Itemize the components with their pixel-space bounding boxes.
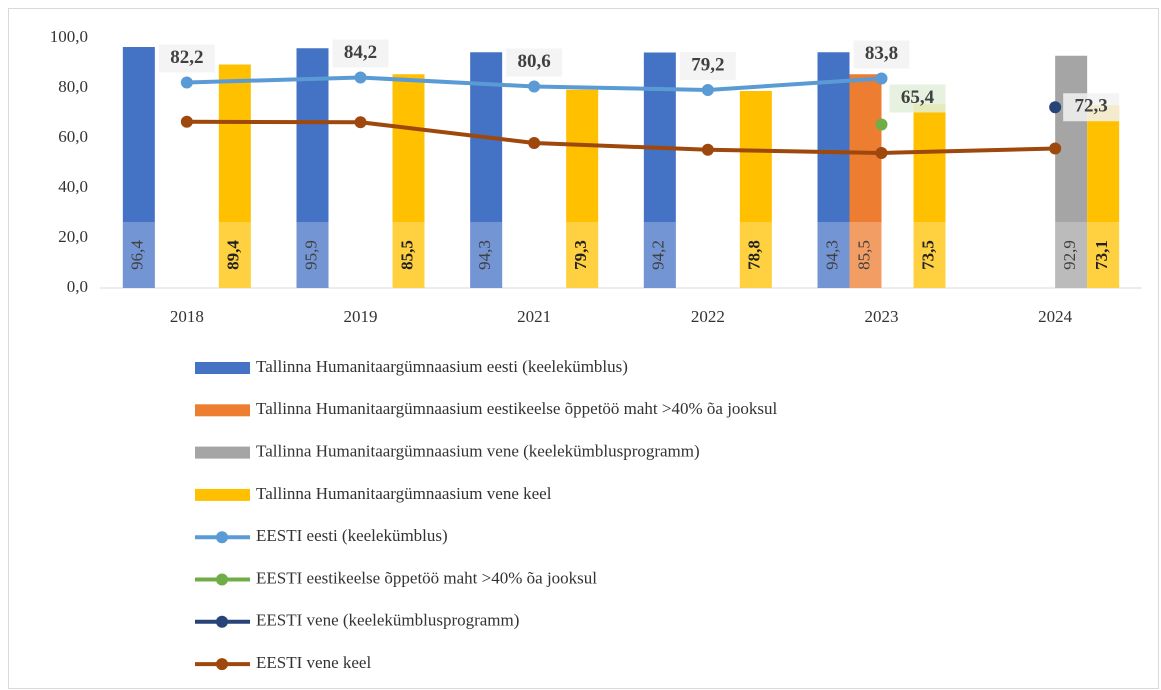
bar xyxy=(913,104,946,288)
legend-swatch xyxy=(195,362,250,374)
label-box xyxy=(566,222,599,288)
line-point xyxy=(701,143,714,156)
legend-label: EESTI vene (keelekümblusprogramm) xyxy=(256,611,519,630)
bar-value-label: 79,3 xyxy=(571,240,590,270)
x-tick-label: 2022 xyxy=(691,307,725,326)
bar xyxy=(817,52,850,288)
y-tick-label: 80,0 xyxy=(58,77,88,96)
label-box xyxy=(392,222,425,288)
x-tick-label: 2024 xyxy=(1038,307,1073,326)
label-box xyxy=(853,40,910,69)
label-box xyxy=(739,222,772,288)
label-box xyxy=(1055,222,1088,288)
line-value-label: 72,3 xyxy=(1075,96,1108,117)
bar xyxy=(566,89,599,288)
legend-swatch xyxy=(195,404,250,417)
legend-label: EESTI eestikeelse õppetöö maht >40% õa j… xyxy=(256,568,597,587)
label-box xyxy=(643,222,676,288)
bar xyxy=(392,74,425,288)
line-point xyxy=(180,76,193,89)
y-tick-label: 60,0 xyxy=(58,127,88,146)
line-point xyxy=(701,84,714,96)
label-box xyxy=(679,52,736,80)
legend-label: Tallinna Humanitaargümnaasium vene (keel… xyxy=(256,442,700,461)
bar xyxy=(296,48,329,288)
label-box xyxy=(506,48,563,77)
line-value-label: 65,4 xyxy=(901,87,935,108)
bar xyxy=(849,74,882,288)
bar-value-label: 92,9 xyxy=(1060,240,1079,270)
label-box xyxy=(332,39,389,68)
bar-value-label: 85,5 xyxy=(397,240,416,270)
bar-value-label: 95,9 xyxy=(301,240,320,270)
x-tick-label: 2023 xyxy=(865,307,899,326)
bar xyxy=(122,47,155,288)
line-point xyxy=(180,115,193,128)
legend-swatch xyxy=(216,573,228,586)
label-box xyxy=(218,222,251,288)
label-box xyxy=(296,222,329,288)
legend-swatch xyxy=(216,658,228,671)
label-box xyxy=(122,222,155,288)
label-box xyxy=(913,222,946,288)
line-value-label: 83,8 xyxy=(865,43,898,64)
legend-label: Tallinna Humanitaargümnaasium eesti (kee… xyxy=(256,357,628,376)
bar xyxy=(739,91,772,288)
line-point xyxy=(1049,142,1062,155)
line-value-label: 84,2 xyxy=(344,42,377,63)
line-value-label: 82,2 xyxy=(170,47,203,68)
bar xyxy=(470,52,503,288)
label-box xyxy=(849,222,882,288)
bar xyxy=(1087,105,1120,288)
legend-label: Tallinna Humanitaargümnaasium vene keel xyxy=(256,484,552,503)
line-point xyxy=(354,71,367,84)
x-tick-label: 2019 xyxy=(344,307,378,326)
label-box xyxy=(1063,93,1120,122)
legend-swatch xyxy=(195,446,250,459)
bar-value-label: 78,8 xyxy=(745,240,764,270)
line-point xyxy=(875,147,888,159)
legend-swatch xyxy=(216,615,228,628)
bar-value-label: 73,5 xyxy=(918,240,937,270)
line-point xyxy=(528,80,541,93)
y-tick-label: 20,0 xyxy=(58,227,88,246)
label-box xyxy=(1087,222,1120,288)
label-box xyxy=(158,44,215,73)
line-point xyxy=(528,137,541,149)
legend-label: Tallinna Humanitaargümnaasium eestikeels… xyxy=(256,399,778,418)
bar xyxy=(643,52,676,288)
label-box xyxy=(817,222,850,288)
line-point xyxy=(1049,101,1062,114)
x-tick-label: 2021 xyxy=(517,307,551,326)
bar xyxy=(218,64,251,288)
line xyxy=(186,119,1056,155)
legend-swatch xyxy=(216,531,228,544)
y-tick-label: 100,0 xyxy=(50,27,88,46)
y-tick-label: 0,0 xyxy=(67,277,88,296)
label-box xyxy=(470,222,503,288)
line-point xyxy=(354,116,367,129)
line-value-label: 80,6 xyxy=(518,51,551,72)
bar-value-label: 96,4 xyxy=(128,240,147,270)
bar-value-label: 94,3 xyxy=(475,240,494,270)
label-box xyxy=(889,84,946,113)
legend-label: EESTI vene keel xyxy=(256,653,371,672)
bar-value-label: 85,5 xyxy=(854,240,873,270)
line-point xyxy=(875,118,888,131)
bar-value-label: 94,2 xyxy=(649,240,668,270)
line-value-label: 79,2 xyxy=(691,54,724,75)
legend-label: EESTI eesti (keelekümblus) xyxy=(256,526,448,545)
y-tick-label: 40,0 xyxy=(58,177,88,196)
bar-value-label: 94,3 xyxy=(822,240,841,270)
x-tick-label: 2018 xyxy=(170,307,204,326)
line-point xyxy=(875,72,888,85)
bar-value-label: 89,4 xyxy=(224,240,243,270)
bar-value-label: 73,1 xyxy=(1092,240,1111,270)
legend-swatch xyxy=(195,488,250,501)
